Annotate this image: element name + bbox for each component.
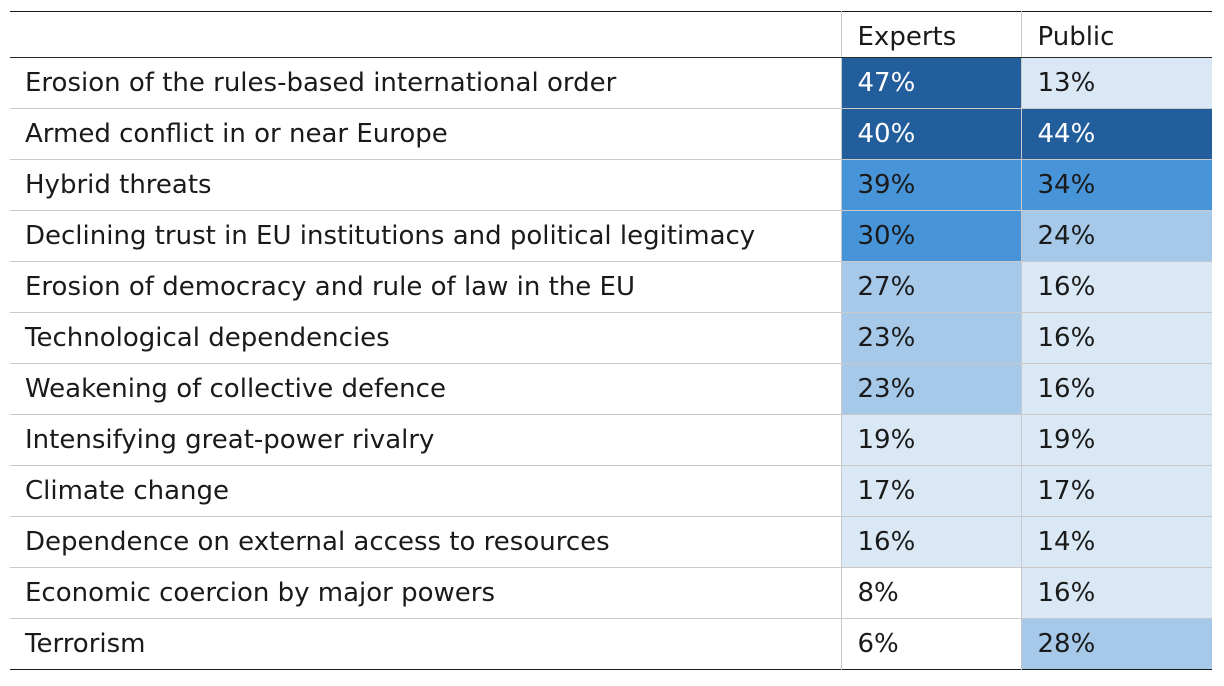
row-label: Erosion of democracy and rule of law in …	[10, 261, 841, 313]
table-row: Dependence on external access to resourc…	[10, 516, 1212, 568]
public-value-cell: 44%	[1020, 108, 1212, 160]
row-label: Weakening of collective defence	[10, 363, 841, 415]
public-value-cell: 16%	[1020, 363, 1212, 415]
header-public: Public	[1020, 11, 1212, 58]
public-value-cell: 34%	[1020, 159, 1212, 211]
table-row: Erosion of the rules-based international…	[10, 57, 1212, 109]
experts-value-cell: 8%	[840, 567, 1021, 619]
experts-value-cell: 23%	[840, 312, 1021, 364]
row-label: Dependence on external access to resourc…	[10, 516, 841, 568]
experts-value-cell: 23%	[840, 363, 1021, 415]
row-label: Erosion of the rules-based international…	[25, 68, 617, 98]
public-value-cell: 19%	[1020, 414, 1212, 466]
public-value-cell: 16%	[1020, 567, 1212, 619]
row-label: Terrorism	[10, 618, 841, 670]
experts-value-cell: 47%	[840, 57, 1021, 109]
table-row: Technological dependencies 23% 16%	[10, 312, 1212, 364]
experts-value-cell: 27%	[840, 261, 1021, 313]
table-row: Terrorism 6% 28%	[10, 618, 1212, 670]
table-body: Erosion of the rules-based international…	[10, 57, 1212, 670]
public-value-cell: 13%	[1020, 57, 1212, 109]
public-value-cell: 28%	[1020, 618, 1212, 670]
row-label: Climate change	[10, 465, 841, 517]
table-row: Armed conflict in or near Europe 40% 44%	[10, 108, 1212, 160]
row-label: Armed conflict in or near Europe	[10, 108, 841, 160]
row-label: Intensifying great-power rivalry	[10, 414, 841, 466]
heatmap-table: Experts Public Erosion of the rules-base…	[10, 11, 1212, 670]
row-label: Declining trust in EU institutions and p…	[10, 210, 841, 262]
row-label: Hybrid threats	[10, 159, 841, 211]
table-row: Economic coercion by major powers 8% 16%	[10, 567, 1212, 619]
public-value-cell: 16%	[1020, 312, 1212, 364]
row-label: Technological dependencies	[10, 312, 841, 364]
table-row: Intensifying great-power rivalry 19% 19%	[10, 414, 1212, 466]
table-row: Climate change 17% 17%	[10, 465, 1212, 517]
table-row: Hybrid threats 39% 34%	[10, 159, 1212, 211]
experts-value-cell: 39%	[840, 159, 1021, 211]
table-row: Declining trust in EU institutions and p…	[10, 210, 1212, 262]
experts-value-cell: 30%	[840, 210, 1021, 262]
experts-value-cell: 6%	[840, 618, 1021, 670]
header-row: Experts Public	[10, 11, 1212, 58]
table-row: Erosion of democracy and rule of law in …	[10, 261, 1212, 313]
header-label-column	[10, 11, 841, 58]
public-value-cell: 16%	[1020, 261, 1212, 313]
row-label: Economic coercion by major powers	[10, 567, 841, 619]
table-row: Weakening of collective defence 23% 16%	[10, 363, 1212, 415]
experts-value-cell: 40%	[840, 108, 1021, 160]
experts-value-cell: 16%	[840, 516, 1021, 568]
experts-value-cell: 19%	[840, 414, 1021, 466]
public-value-cell: 14%	[1020, 516, 1212, 568]
public-value-cell: 17%	[1020, 465, 1212, 517]
experts-value-cell: 17%	[840, 465, 1021, 517]
header-experts: Experts	[840, 11, 1021, 58]
public-value-cell: 24%	[1020, 210, 1212, 262]
